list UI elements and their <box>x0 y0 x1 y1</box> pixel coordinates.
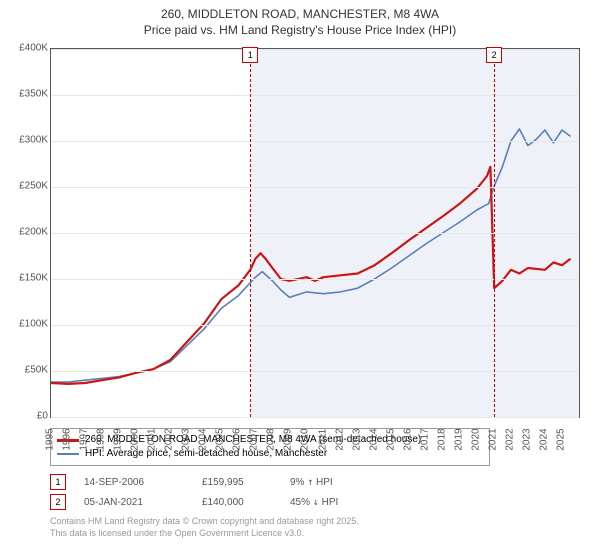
event-marker-line <box>250 49 251 417</box>
x-axis-label: 2024 <box>538 428 549 450</box>
plot-area: 12 <box>50 48 580 418</box>
x-axis-label: 2020 <box>470 428 481 450</box>
y-axis-label: £100K <box>4 319 48 330</box>
x-axis-label: 2003 <box>181 428 192 450</box>
y-axis-label: £200K <box>4 227 48 238</box>
event-badge: 1 <box>242 47 258 63</box>
x-axis-label: 2015 <box>385 428 396 450</box>
event-row: 1 14-SEP-2006 £159,995 9% ↑ HPI <box>50 474 580 490</box>
x-axis-label: 2019 <box>453 428 464 450</box>
arrow-icon: ↑ <box>307 477 313 488</box>
x-axis-label: 2023 <box>521 428 532 450</box>
legend-swatch-hpi <box>57 453 79 455</box>
x-axis-label: 2008 <box>266 428 277 450</box>
event-number: 1 <box>50 474 66 490</box>
events-table: 1 14-SEP-2006 £159,995 9% ↑ HPI 2 05-JAN-2021… <box>50 470 580 510</box>
x-axis-label: 2022 <box>504 428 515 450</box>
event-row: 2 05-JAN-2021 £140,000 45% ↓ HPI <box>50 494 580 510</box>
event-badge: 2 <box>486 47 502 63</box>
x-axis-label: 1999 <box>113 428 124 450</box>
x-axis-label: 2011 <box>317 429 328 451</box>
x-axis-label: 2009 <box>283 428 294 450</box>
chart-title: 260, MIDDLETON ROAD, MANCHESTER, M8 4WA … <box>0 0 600 38</box>
y-axis-label: £0 <box>4 411 48 422</box>
x-axis-label: 2014 <box>368 428 379 450</box>
x-axis-label: 2007 <box>249 428 260 450</box>
y-axis-label: £50K <box>4 365 48 376</box>
x-axis-label: 1998 <box>96 428 107 450</box>
event-delta: 45% ↓ HPI <box>290 497 338 508</box>
x-axis-label: 1997 <box>79 428 90 450</box>
x-axis-label: 2018 <box>436 428 447 450</box>
y-axis-label: £250K <box>4 181 48 192</box>
event-date: 14-SEP-2006 <box>84 477 184 488</box>
arrow-icon: ↓ <box>313 497 319 508</box>
title-line-2: Price paid vs. HM Land Registry's House … <box>0 22 600 38</box>
x-axis-label: 2002 <box>164 428 175 450</box>
x-axis-label: 2025 <box>555 428 566 450</box>
x-axis-label: 2016 <box>402 428 413 450</box>
x-axis-label: 2004 <box>198 428 209 450</box>
event-delta: 9% ↑ HPI <box>290 477 333 488</box>
y-axis-label: £350K <box>4 89 48 100</box>
chart-frame: 260, MIDDLETON ROAD, MANCHESTER, M8 4WA … <box>0 0 600 560</box>
x-axis-label: 2010 <box>300 428 311 450</box>
x-axis-label: 1995 <box>45 428 56 450</box>
footnote-line-1: Contains HM Land Registry data © Crown c… <box>50 516 359 528</box>
x-axis-label: 2005 <box>215 428 226 450</box>
footnote-line-2: This data is licensed under the Open Gov… <box>50 528 359 540</box>
x-axis-label: 2021 <box>487 428 498 450</box>
y-axis-label: £300K <box>4 135 48 146</box>
x-axis-label: 2006 <box>232 428 243 450</box>
y-axis-label: £150K <box>4 273 48 284</box>
y-axis-label: £400K <box>4 43 48 54</box>
x-axis-label: 2013 <box>351 428 362 450</box>
event-marker-line <box>494 49 495 417</box>
footnote: Contains HM Land Registry data © Crown c… <box>50 516 359 539</box>
x-axis-label: 2000 <box>130 428 141 450</box>
x-axis-label: 2001 <box>147 428 158 450</box>
event-date: 05-JAN-2021 <box>84 497 184 508</box>
event-number: 2 <box>50 494 66 510</box>
title-line-1: 260, MIDDLETON ROAD, MANCHESTER, M8 4WA <box>0 6 600 22</box>
event-price: £140,000 <box>202 497 272 508</box>
x-axis-label: 2017 <box>419 428 430 450</box>
event-price: £159,995 <box>202 477 272 488</box>
x-axis-label: 1996 <box>62 428 73 450</box>
x-axis-label: 2012 <box>334 428 345 450</box>
